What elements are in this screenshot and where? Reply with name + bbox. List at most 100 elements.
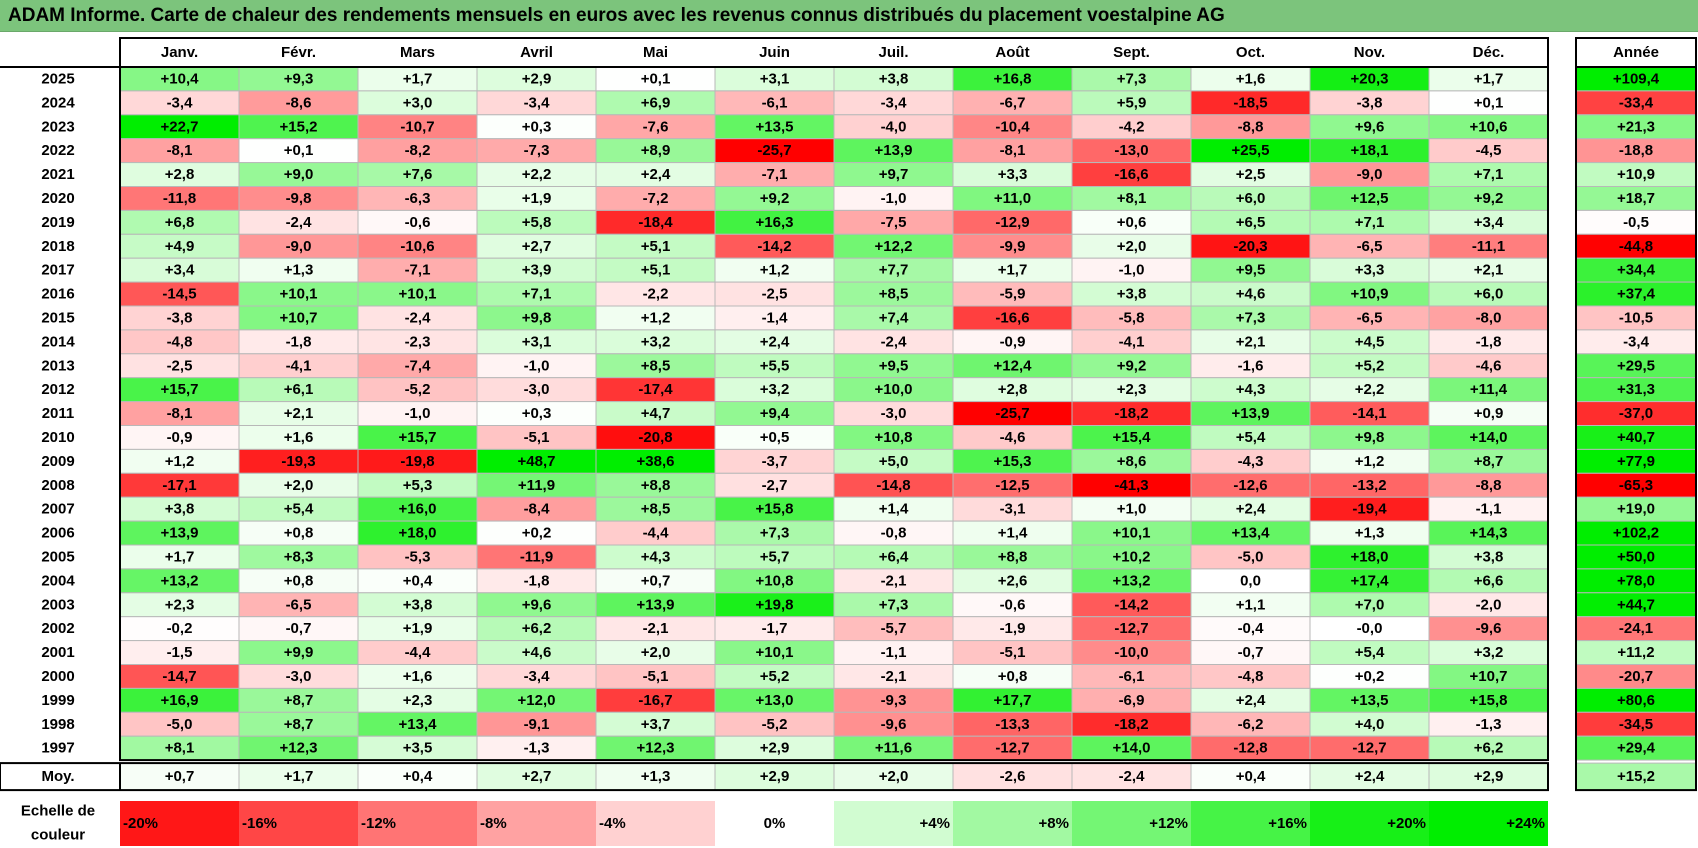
cell-value: -19,8	[400, 453, 434, 470]
annual-value: -0,5	[1623, 214, 1649, 231]
cell-value: -0,9	[1000, 333, 1026, 350]
average-value: +0,4	[1236, 768, 1266, 785]
cell-value: +10,4	[161, 70, 200, 87]
cell-value: -7,4	[405, 357, 432, 374]
cell-value: +3,8	[165, 501, 195, 518]
cell-value: +16,9	[161, 692, 199, 709]
cell-value: +10,1	[756, 644, 794, 661]
row-year-label: 2008	[41, 477, 74, 494]
cell-value: -0,7	[1238, 644, 1264, 661]
row-year-label: 2007	[41, 501, 74, 518]
cell-value: +3,1	[760, 70, 790, 87]
cell-value: -2,1	[643, 620, 669, 637]
cell-value: +8,3	[284, 548, 314, 565]
cell-value: -6,9	[1119, 692, 1145, 709]
cell-value: -0,9	[167, 429, 193, 446]
cell-value: +13,0	[756, 692, 794, 709]
cell-value: -5,0	[167, 716, 193, 733]
cell-value: +3,5	[403, 740, 433, 757]
cell-value: +1,2	[760, 262, 790, 279]
cell-value: +6,4	[879, 548, 909, 565]
cell-value: +11,4	[1470, 381, 1508, 398]
scale-label: Echelle de	[21, 803, 95, 820]
cell-value: +1,2	[1355, 453, 1385, 470]
annual-value: +18,7	[1617, 190, 1655, 207]
cell-value: -9,6	[881, 716, 907, 733]
cell-value: -14,5	[162, 286, 196, 303]
scale-label-value: +16%	[1268, 815, 1307, 832]
cell-value: -3,8	[1357, 94, 1383, 111]
average-value: -2,4	[1119, 768, 1146, 785]
column-header: Mai	[643, 44, 668, 61]
row-year-label: 2013	[41, 357, 74, 374]
cell-value: +0,3	[522, 118, 552, 135]
cell-value: +22,7	[161, 118, 199, 135]
cell-value: +14,3	[1470, 525, 1508, 542]
cell-value: +0,7	[641, 572, 671, 589]
cell-value: +5,2	[1355, 357, 1385, 374]
cell-value: -9,0	[1357, 166, 1383, 183]
cell-value: +4,6	[522, 644, 552, 661]
cell-value: +9,7	[879, 166, 909, 183]
cell-value: +9,0	[284, 166, 314, 183]
cell-value: -5,9	[1000, 286, 1026, 303]
cell-value: -12,5	[995, 477, 1029, 494]
cell-value: +2,8	[998, 381, 1028, 398]
scale-swatch	[953, 801, 1072, 846]
cell-value: +6,2	[522, 620, 552, 637]
cell-value: +8,5	[879, 286, 909, 303]
cell-value: +16,8	[994, 70, 1032, 87]
cell-value: +0,1	[641, 70, 671, 87]
cell-value: +4,7	[641, 405, 671, 422]
annual-value: +40,7	[1617, 429, 1655, 446]
cell-value: -3,4	[524, 668, 551, 685]
cell-value: +8,8	[641, 477, 671, 494]
cell-value: +2,3	[1117, 381, 1147, 398]
row-year-label: 2014	[41, 333, 75, 350]
cell-value: +1,4	[879, 501, 909, 518]
cell-value: -14,7	[162, 668, 196, 685]
scale-label-value: +24%	[1506, 815, 1545, 832]
cell-value: +9,5	[1236, 262, 1266, 279]
cell-value: -4,4	[643, 525, 670, 542]
cell-value: +25,5	[1232, 142, 1270, 159]
annual-value: -20,7	[1619, 668, 1653, 685]
cell-value: +3,9	[522, 262, 552, 279]
cell-value: -0,0	[1357, 620, 1383, 637]
cell-value: +2,0	[641, 644, 671, 661]
cell-value: +2,6	[998, 572, 1028, 589]
row-year-label: 2012	[41, 381, 74, 398]
average-value: +0,7	[165, 768, 195, 785]
cell-value: -4,8	[167, 333, 193, 350]
cell-value: -4,6	[1000, 429, 1026, 446]
cell-value: +3,8	[1117, 286, 1147, 303]
cell-value: -18,4	[638, 214, 673, 231]
scale-label: couleur	[31, 827, 85, 844]
cell-value: +48,7	[518, 453, 556, 470]
cell-value: -18,2	[1114, 716, 1148, 733]
column-header: Sept.	[1113, 44, 1150, 61]
cell-value: +3,8	[879, 70, 909, 87]
cell-value: +0,9	[1474, 405, 1504, 422]
annual-value: +44,7	[1617, 596, 1655, 613]
cell-value: 0,0	[1240, 572, 1261, 589]
cell-value: -1,8	[524, 572, 550, 589]
cell-value: -2,5	[762, 286, 788, 303]
cell-value: +12,5	[1351, 190, 1389, 207]
cell-value: +7,1	[522, 286, 552, 303]
scale-label-value: +8%	[1039, 815, 1069, 832]
annual-value: +29,4	[1617, 740, 1656, 757]
row-year-label: 2017	[41, 262, 74, 279]
cell-value: +8,9	[641, 142, 671, 159]
cell-value: +0,3	[522, 405, 552, 422]
cell-value: -18,2	[1114, 405, 1148, 422]
row-year-label: 1998	[41, 716, 74, 733]
cell-value: +11,6	[875, 740, 912, 757]
cell-value: +15,7	[161, 381, 199, 398]
scale-swatch	[1429, 801, 1548, 846]
annual-value: +21,3	[1617, 118, 1655, 135]
average-value: +2,9	[760, 768, 790, 785]
scale-label-value: -12%	[361, 815, 396, 832]
cell-value: +7,0	[1355, 596, 1385, 613]
